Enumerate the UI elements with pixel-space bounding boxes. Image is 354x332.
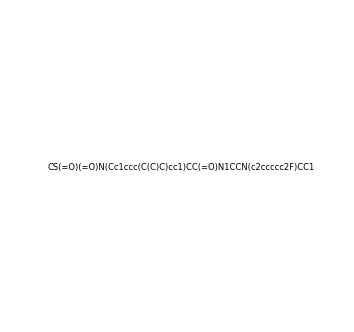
Text: CS(=O)(=O)N(Cc1ccc(C(C)C)cc1)CC(=O)N1CCN(c2ccccc2F)CC1: CS(=O)(=O)N(Cc1ccc(C(C)C)cc1)CC(=O)N1CCN… [48,163,315,172]
